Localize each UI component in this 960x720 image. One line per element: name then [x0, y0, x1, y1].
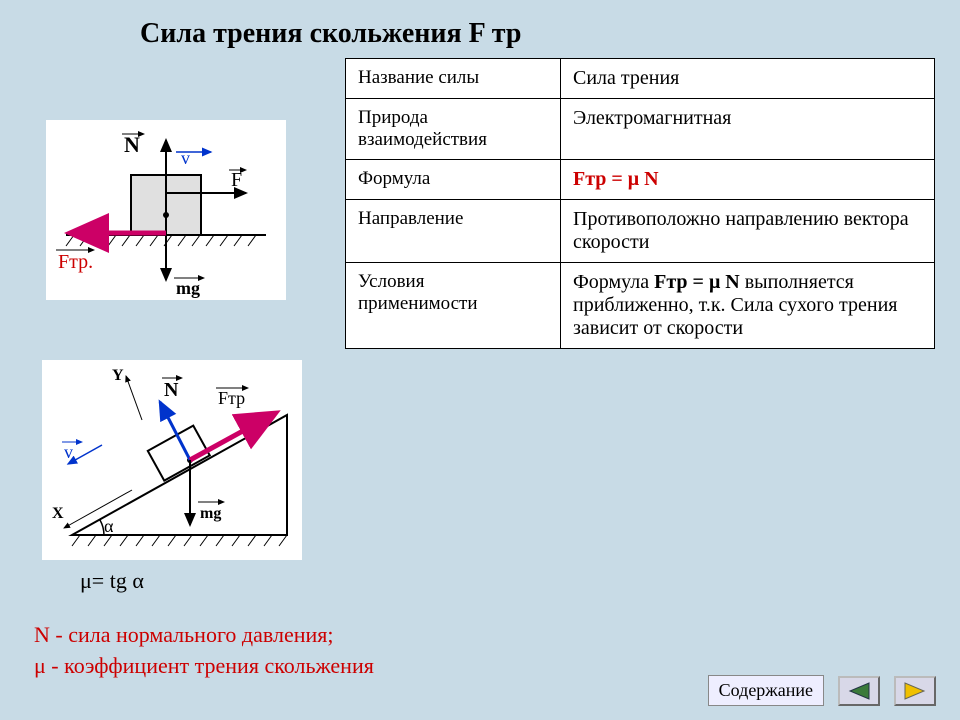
- legend-line-mu: μ - коэффициент трения скольжения: [34, 651, 374, 682]
- diagram-horizontal-block: N v F Fтр. mg: [46, 120, 286, 300]
- next-button[interactable]: [894, 676, 936, 706]
- triangle-left-icon: [847, 682, 871, 700]
- contents-button[interactable]: Содержание: [708, 675, 824, 706]
- row-label: Условия применимости: [346, 263, 561, 349]
- nav-bar: Содержание: [708, 675, 936, 706]
- row-label: Природа взаимодействия: [346, 99, 561, 160]
- svg-text:α: α: [104, 516, 114, 536]
- row-label: Направление: [346, 200, 561, 263]
- svg-text:mg: mg: [176, 278, 200, 298]
- diagram-inclined-plane: Y N Fтр v X mg α: [42, 360, 302, 560]
- svg-text:v: v: [64, 442, 73, 462]
- legend: N - сила нормального давления; μ - коэфф…: [34, 620, 374, 682]
- row-label: Название силы: [346, 59, 561, 99]
- svg-text:v: v: [181, 148, 190, 168]
- svg-text:F: F: [231, 169, 242, 191]
- page-title: Сила трения скольжения F тр: [140, 18, 521, 50]
- row-label: Формула: [346, 160, 561, 200]
- mu-equals-tg-alpha: μ= tg α: [80, 568, 144, 594]
- row-value: Сила трения: [561, 59, 935, 99]
- svg-text:mg: mg: [200, 505, 221, 522]
- svg-text:N: N: [124, 132, 140, 157]
- table-row: Природа взаимодействия Электромагнитная: [346, 99, 935, 160]
- svg-text:Fтр: Fтр: [218, 388, 245, 408]
- table-row: Направление Противоположно направлению в…: [346, 200, 935, 263]
- table-row: Условия применимости Формула Fтр = μ N в…: [346, 263, 935, 349]
- triangle-right-icon: [903, 682, 927, 700]
- svg-text:N: N: [164, 379, 179, 401]
- prev-button[interactable]: [838, 676, 880, 706]
- properties-table: Название силы Сила трения Природа взаимо…: [345, 58, 935, 349]
- svg-text:Y: Y: [112, 367, 124, 384]
- table-row: Название силы Сила трения: [346, 59, 935, 99]
- table-row: Формула Fтр = μ N: [346, 160, 935, 200]
- row-value: Электромагнитная: [561, 99, 935, 160]
- svg-text:Fтр.: Fтр.: [58, 251, 93, 273]
- row-value: Противоположно направлению вектора скоро…: [561, 200, 935, 263]
- svg-text:X: X: [52, 505, 64, 522]
- row-value: Формула Fтр = μ N выполняется приближенн…: [561, 263, 935, 349]
- row-formula: Fтр = μ N: [561, 160, 935, 200]
- legend-line-N: N - сила нормального давления;: [34, 620, 374, 651]
